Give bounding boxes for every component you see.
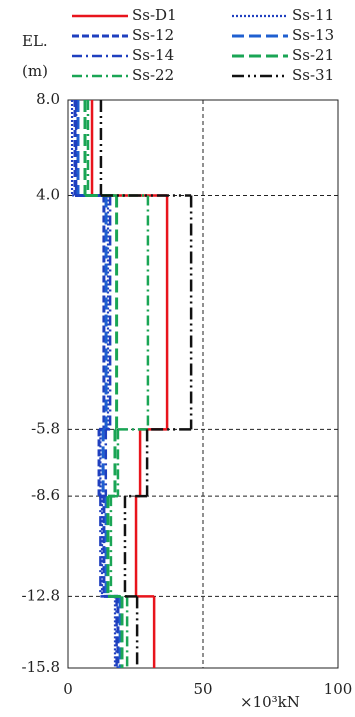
legend-label: Ss-13	[292, 26, 334, 44]
x-tick-label: 50	[193, 680, 212, 698]
x-axis-label: ×10³kN	[240, 693, 300, 711]
legend-label: Ss-31	[292, 66, 334, 84]
y-tick-label: -12.8	[22, 586, 60, 604]
y-axis-label: (m)	[22, 62, 48, 80]
legend-label: Ss-21	[292, 46, 334, 64]
plot-frame	[67, 99, 339, 669]
legend-label: Ss-22	[132, 66, 174, 84]
y-tick-label: -8.6	[31, 486, 60, 504]
y-tick-label: 4.0	[36, 185, 60, 203]
y-tick-label: -5.8	[31, 419, 60, 437]
y-axis-label: EL.	[22, 32, 48, 50]
x-tick-label: 100	[324, 680, 353, 698]
legend-label: Ss-12	[132, 26, 174, 44]
y-tick-label: -15.8	[22, 658, 60, 676]
legend-label: Ss-11	[292, 6, 334, 24]
legend-label: Ss-14	[132, 46, 174, 64]
x-tick-label: 0	[63, 680, 73, 698]
legend-label: Ss-D1	[132, 6, 177, 24]
y-tick-label: 8.0	[36, 90, 60, 108]
